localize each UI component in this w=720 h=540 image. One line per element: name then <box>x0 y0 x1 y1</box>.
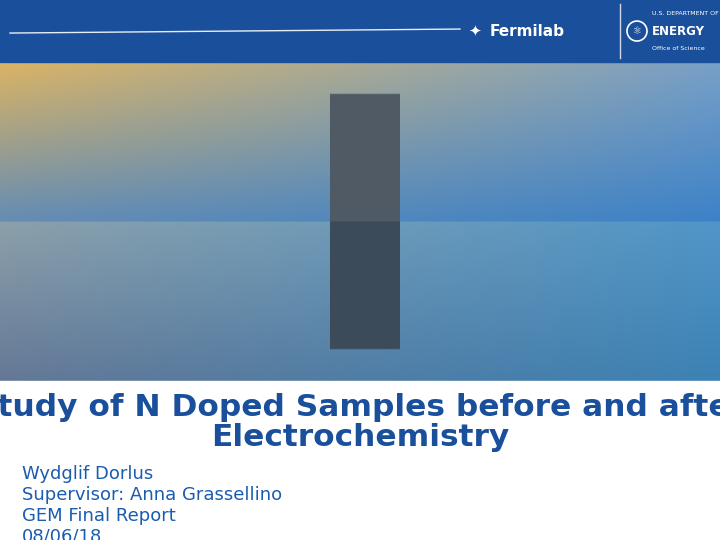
Text: Supervisor: Anna Grassellino: Supervisor: Anna Grassellino <box>22 485 282 504</box>
Text: ⚛: ⚛ <box>633 26 642 36</box>
Bar <box>0 0 720 62</box>
Text: Office of Science: Office of Science <box>652 46 705 51</box>
Text: U.S. DEPARTMENT OF: U.S. DEPARTMENT OF <box>652 11 719 16</box>
Text: GEM Final Report: GEM Final Report <box>22 507 176 525</box>
Text: Wydglif Dorlus: Wydglif Dorlus <box>22 465 153 483</box>
Text: Study of N Doped Samples before and after: Study of N Doped Samples before and afte… <box>0 393 720 422</box>
Bar <box>0 381 720 540</box>
Text: ✦: ✦ <box>469 24 482 38</box>
Text: ENERGY: ENERGY <box>652 24 705 38</box>
Text: 08/06/18: 08/06/18 <box>22 528 102 540</box>
Text: Fermilab: Fermilab <box>490 24 564 38</box>
Text: Electrochemistry: Electrochemistry <box>211 423 509 451</box>
